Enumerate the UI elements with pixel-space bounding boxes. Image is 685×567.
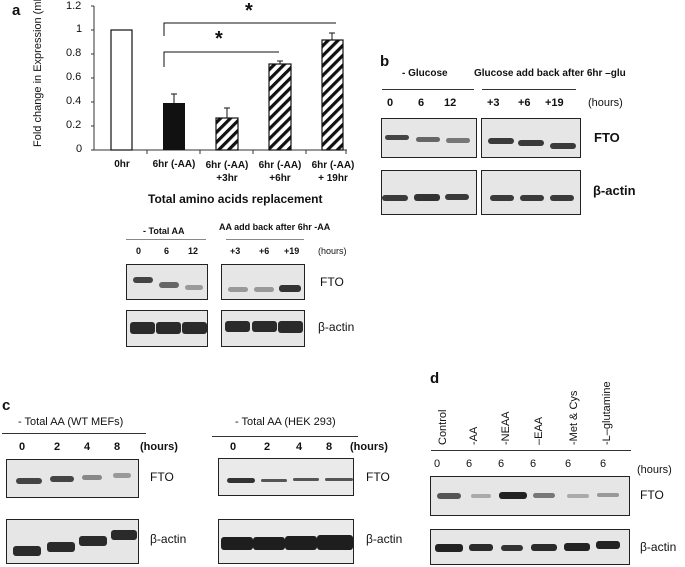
- y-tick: 0.4: [66, 95, 82, 107]
- condition-label: –EAA: [533, 416, 545, 445]
- lane-label: 6: [466, 458, 473, 470]
- blot-a-group1-line: [126, 239, 206, 241]
- blot-b-actin-right: [481, 170, 581, 215]
- blot-a-fto-right: [221, 264, 305, 300]
- lane-label: 8: [326, 441, 333, 453]
- panel-a-label: a: [12, 2, 21, 19]
- condition-label: Control: [437, 409, 449, 445]
- row-label-actin: β-actin: [640, 540, 677, 554]
- panel-c-label: c: [2, 397, 11, 414]
- lane-label: 0: [387, 97, 394, 109]
- blot-a-actin-left: [126, 310, 208, 347]
- row-label-fto: FTO: [640, 488, 664, 502]
- lane-label: 8: [114, 441, 121, 453]
- row-label-fto: FTO: [366, 470, 390, 484]
- blot-a-group2: AA add back after 6hr -AA: [219, 222, 331, 232]
- blot-c-right-actin: [218, 519, 354, 564]
- lane-label: 0: [230, 441, 237, 453]
- lane-label: 4: [84, 441, 91, 453]
- blot-d-line: [431, 450, 631, 452]
- blot-c-right-fto: [218, 458, 354, 496]
- lane-label: 12: [188, 246, 199, 256]
- condition-label: -Met & Cys: [568, 390, 580, 445]
- hours-label: (hours): [637, 464, 672, 476]
- lane-label: 2: [264, 441, 271, 453]
- blot-c-left-actin: [6, 519, 139, 564]
- row-label-fto: FTO: [594, 130, 620, 145]
- row-label-actin: β-actin: [150, 532, 187, 546]
- blot-a-group1: - Total AA: [143, 226, 185, 236]
- blot-c-right-group: - Total AA (HEK 293): [235, 416, 336, 428]
- blot-b-fto-left: [381, 118, 477, 158]
- lane-label: 0: [136, 246, 142, 256]
- lane-label: 6: [418, 97, 425, 109]
- lane-label: +3: [487, 97, 500, 109]
- blot-d-actin: [430, 529, 630, 565]
- row-label-fto: FTO: [150, 470, 174, 484]
- blot-b-actin-left: [381, 170, 477, 215]
- y-tick: 0: [76, 143, 83, 155]
- y-tick: 1.2: [66, 0, 82, 12]
- lane-label: +6: [518, 97, 531, 109]
- blot-c-left-group: - Total AA (WT MEFs): [18, 416, 124, 428]
- blot-b-fto-right: [481, 118, 581, 158]
- lane-label: 0: [19, 441, 26, 453]
- hours-label: (hours): [318, 246, 347, 256]
- condition-label: -NEAA: [500, 411, 512, 445]
- lane-label: 6: [565, 458, 572, 470]
- lane-label: 6: [498, 458, 505, 470]
- condition-label: -AA: [468, 426, 480, 445]
- blot-b-group1: - Glucose: [402, 68, 448, 79]
- lane-label: +3: [230, 246, 241, 256]
- hours-label: (hours): [350, 441, 388, 453]
- panel-d-label: d: [430, 370, 440, 387]
- condition-label: -L–glutamine: [601, 381, 613, 445]
- y-tick: 1: [76, 23, 83, 35]
- y-tick: 0.2: [66, 119, 82, 131]
- lane-label: 2: [54, 441, 61, 453]
- row-label-actin: β-actin: [318, 320, 355, 334]
- lane-label: +19: [545, 97, 564, 109]
- lane-label: 0: [434, 458, 441, 470]
- significance-star-1: *: [245, 0, 253, 22]
- x-axis-label: Total amino acids replacement: [148, 192, 323, 206]
- significance-star-2: *: [215, 28, 223, 50]
- bar-chart: [91, 5, 347, 154]
- blot-b-group2: Glucose add back after 6hr –glu: [474, 68, 626, 79]
- lane-label: 12: [444, 97, 457, 109]
- x-category: 6hr (-AA) + 19hr: [311, 160, 355, 184]
- y-tick: 0.6: [66, 71, 82, 83]
- lane-label: 6: [164, 246, 170, 256]
- row-label-actin: β-actin: [366, 532, 403, 546]
- y-tick: 0.8: [66, 47, 82, 59]
- blot-b-group2-line: [482, 89, 576, 91]
- lane-label: 4: [296, 441, 303, 453]
- blot-c-right-group-line: [212, 436, 358, 438]
- blot-d-fto: [430, 476, 630, 516]
- x-category: 6hr (-AA) +6hr: [258, 160, 302, 184]
- x-category: 6hr (-AA): [152, 159, 196, 170]
- row-label-fto: FTO: [320, 275, 344, 289]
- blot-a-group2-line: [226, 239, 304, 241]
- blot-c-left-group-line: [2, 433, 146, 435]
- hours-label: (hours): [140, 441, 178, 453]
- row-label-actin: β-actin: [593, 183, 636, 198]
- x-category: 0hr: [114, 159, 130, 170]
- hours-label: (hours): [588, 97, 623, 109]
- blot-a-fto-left: [126, 264, 208, 300]
- blot-a-actin-right: [221, 310, 305, 347]
- x-category: 6hr (-AA) +3hr: [205, 160, 249, 184]
- panel-b-label: b: [380, 53, 390, 70]
- lane-label: +6: [259, 246, 270, 256]
- lane-label: +19: [284, 246, 300, 256]
- blot-c-left-fto: [6, 459, 139, 498]
- blot-b-group1-line: [382, 89, 474, 91]
- lane-label: 6: [600, 458, 607, 470]
- lane-label: 6: [530, 458, 537, 470]
